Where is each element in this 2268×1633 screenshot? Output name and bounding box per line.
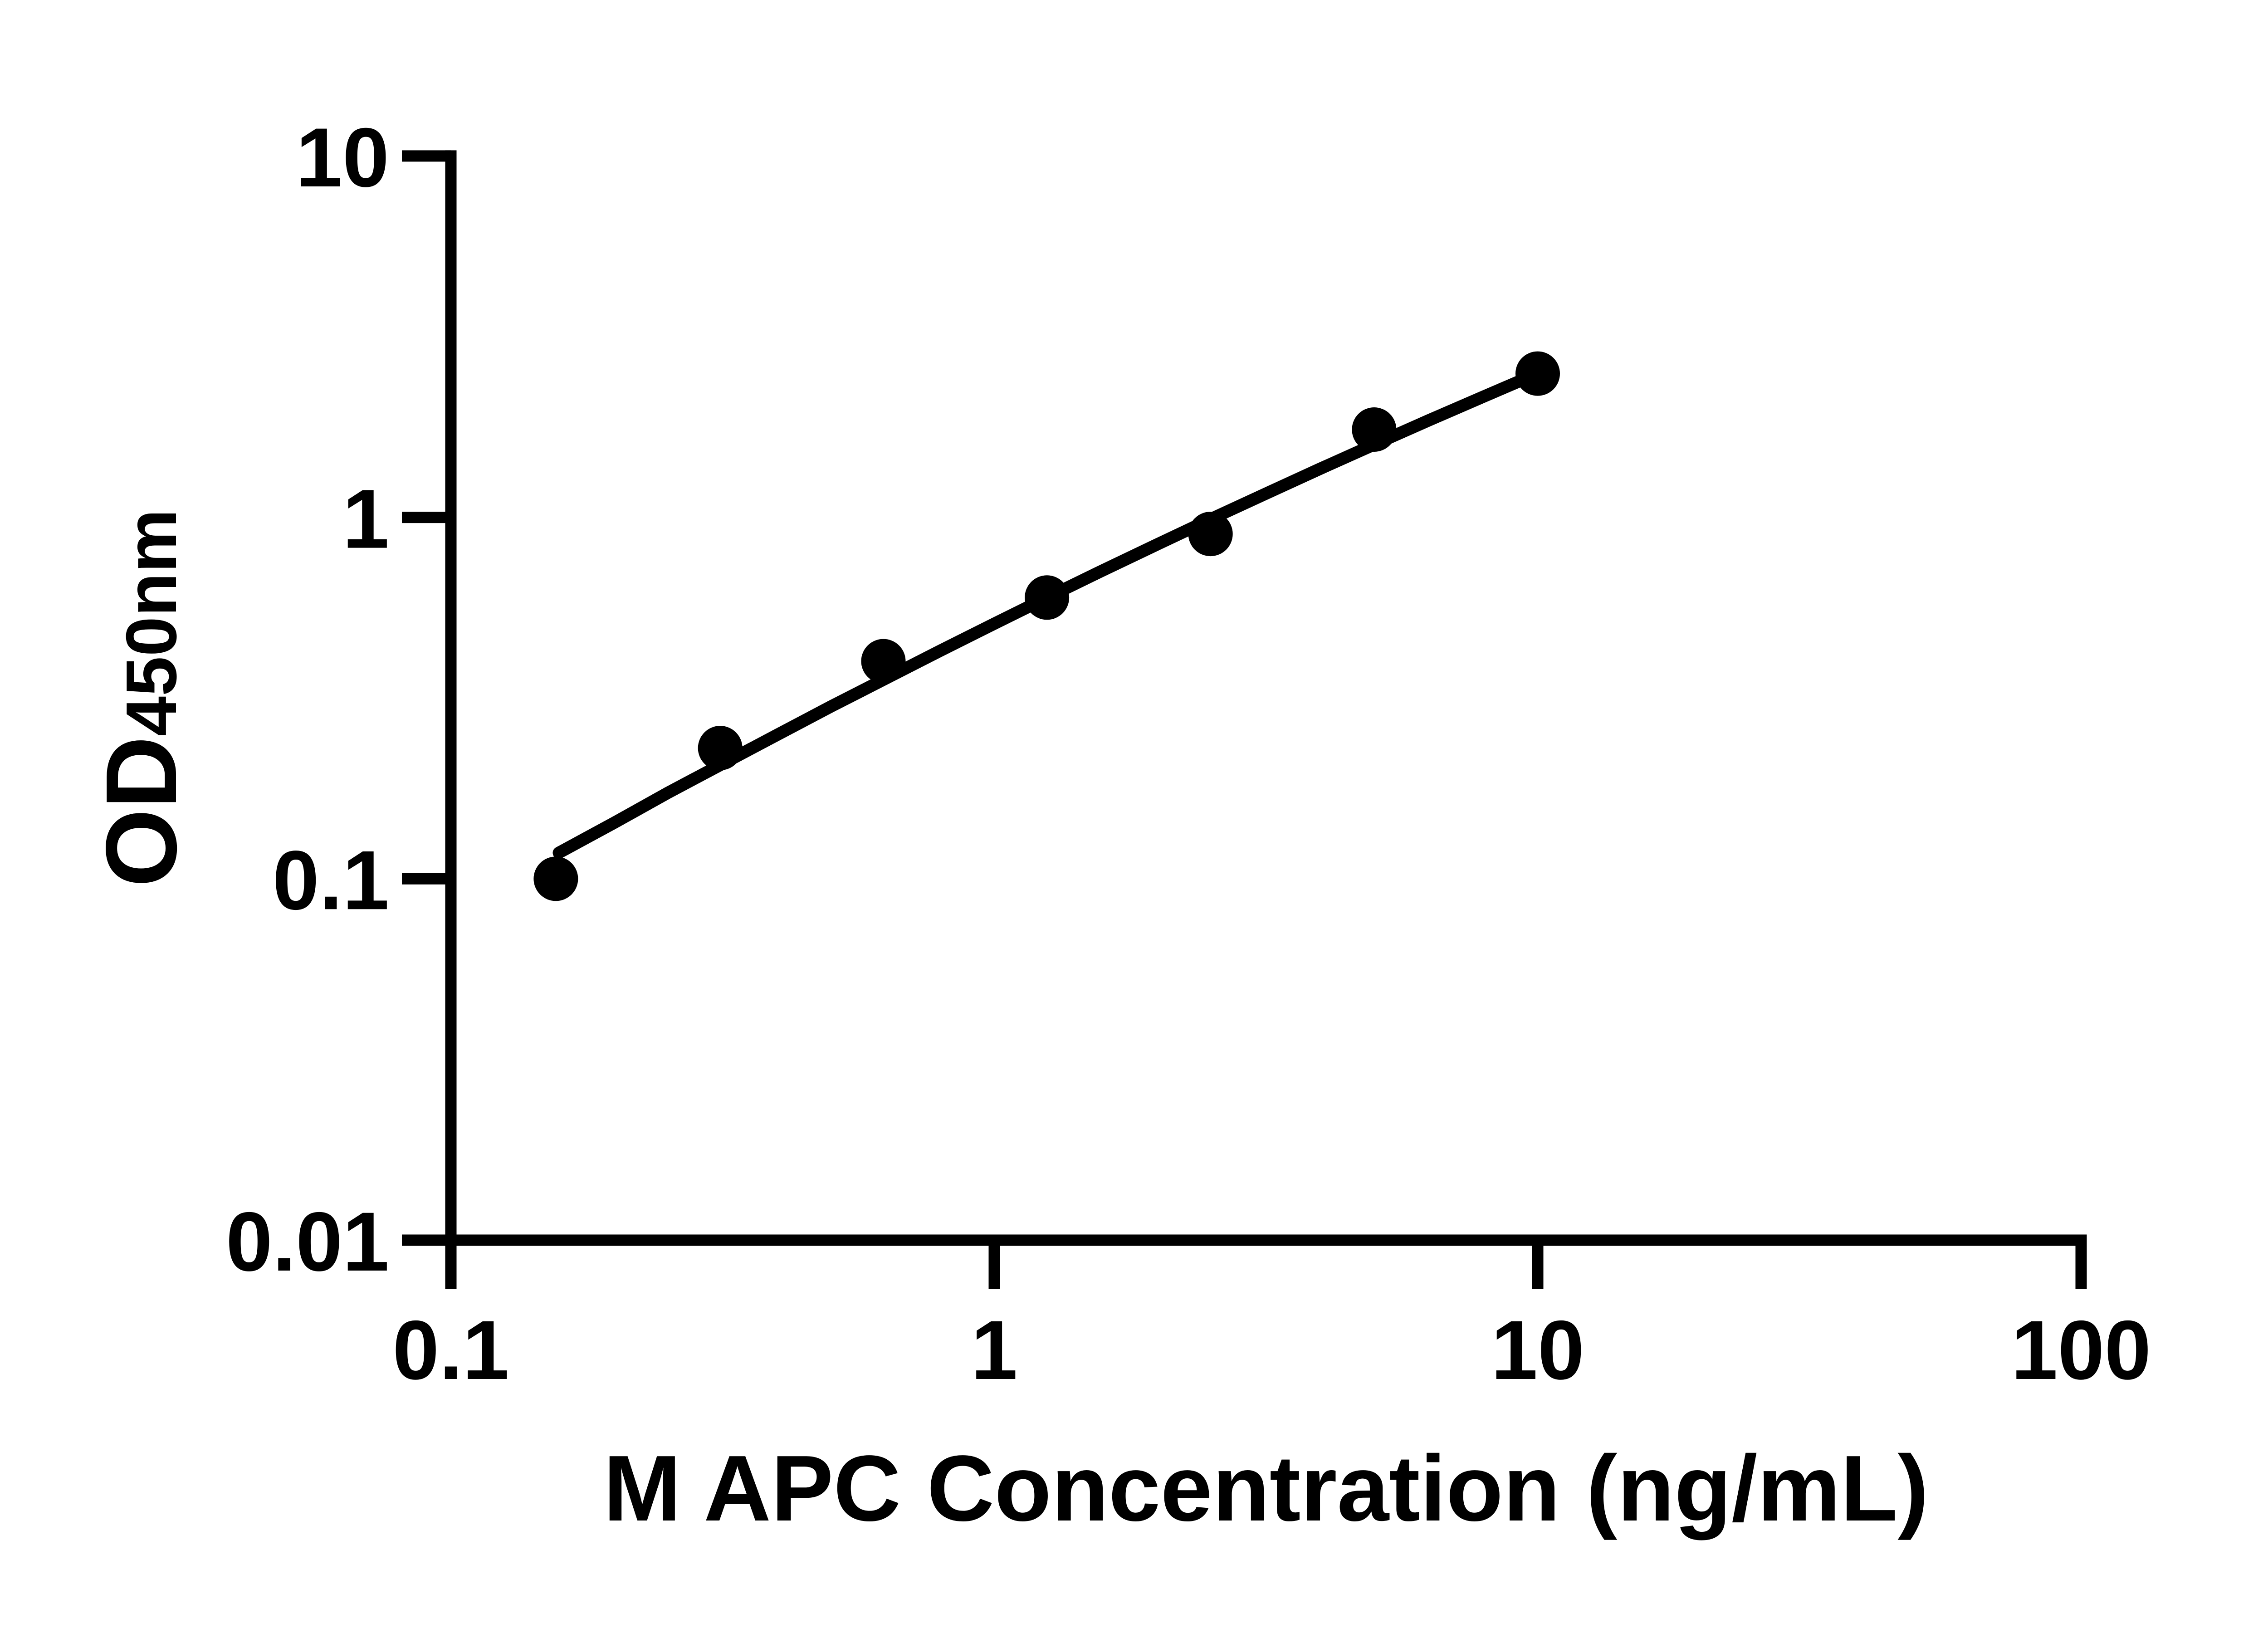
y-tick-label: 1	[342, 473, 389, 566]
x-tick-label: 10	[1491, 1304, 1584, 1397]
x-tick-label: 100	[2011, 1304, 2151, 1397]
x-axis-title: M APC Concentration (ng/mL)	[603, 1436, 1929, 1540]
y-tick-label: 0.01	[226, 1195, 389, 1289]
y-tick-label: 0.1	[273, 834, 389, 927]
y-tick-label: 10	[296, 111, 389, 205]
data-point	[698, 726, 743, 771]
y-axis-title: OD450nm	[85, 509, 198, 887]
data-point	[861, 639, 906, 684]
data-point	[1352, 407, 1397, 452]
x-tick-label: 0.1	[392, 1304, 509, 1397]
data-point	[1188, 512, 1233, 557]
x-tick-label: 1	[971, 1304, 1018, 1397]
data-point	[533, 856, 578, 901]
data-point	[1025, 575, 1070, 620]
data-point	[1515, 351, 1560, 396]
